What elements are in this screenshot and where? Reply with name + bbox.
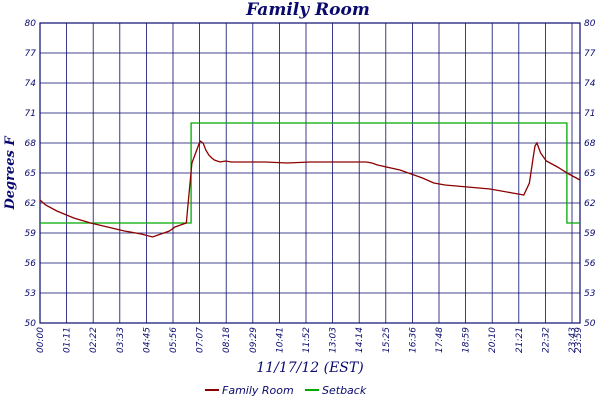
x-tick-label: 18:59 xyxy=(462,327,472,353)
y-tick-label-right: 59 xyxy=(584,229,596,239)
x-tick-label: 01:11 xyxy=(63,327,73,353)
x-tick-label: 15:25 xyxy=(382,327,392,353)
chart-title: Family Room xyxy=(245,0,370,20)
y-tick-label-left: 80 xyxy=(25,19,37,29)
y-tick-label-left: 68 xyxy=(25,139,37,149)
y-tick-label-right: 56 xyxy=(584,259,596,269)
y-tick-label-left: 50 xyxy=(25,319,37,329)
legend: Family Room Setback xyxy=(205,384,367,397)
x-tick-label: 07:07 xyxy=(196,327,206,353)
y-tick-label-left: 53 xyxy=(25,289,37,299)
x-tick-label: 00:00 xyxy=(36,327,46,353)
y-tick-label-right: 80 xyxy=(584,19,596,29)
y-tick-label-right: 50 xyxy=(584,319,596,329)
y-tick-label-left: 65 xyxy=(25,169,37,179)
grid-lines xyxy=(39,22,580,324)
x-tick-label: 22:32 xyxy=(541,327,551,353)
x-tick-label: 03:33 xyxy=(116,327,126,353)
x-tick-label: 17:48 xyxy=(435,327,445,353)
x-tick-label: 23:43 xyxy=(568,327,578,353)
x-tick-label: 14:14 xyxy=(355,327,365,353)
x-tick-label: 08:18 xyxy=(222,327,232,353)
x-tick-labels: 00:00 01:11 02:22 03:33 04:45 05:56 07:07 08:18… xyxy=(36,327,584,353)
x-tick-label: 16:36 xyxy=(408,327,418,353)
y-tick-label-left: 62 xyxy=(25,199,37,209)
x-tick-label: 02:22 xyxy=(89,327,99,353)
y-tick-label-right: 65 xyxy=(584,169,596,179)
series-layer xyxy=(39,122,581,238)
x-axis-label: 11/17/12 (EST) xyxy=(256,360,363,376)
y-tick-label-right: 68 xyxy=(584,139,596,149)
y-tick-label-right: 74 xyxy=(584,79,596,89)
y-tick-label-right: 62 xyxy=(584,199,596,209)
x-tick-label: 10:41 xyxy=(275,327,285,353)
x-tick-label: 20:10 xyxy=(488,327,498,353)
y-tick-label-right: 71 xyxy=(584,109,595,119)
y-tick-label-left: 71 xyxy=(25,109,36,119)
y-tick-label-left: 77 xyxy=(25,49,37,59)
series-line-family-room xyxy=(39,140,581,238)
legend-entry: Family Room xyxy=(222,384,294,397)
legend-entry: Setback xyxy=(322,384,367,397)
y-tick-label-right: 53 xyxy=(584,289,596,299)
y-tick-label-right: 77 xyxy=(584,49,596,59)
x-tick-label: 04:45 xyxy=(142,327,152,353)
x-tick-label: 09:29 xyxy=(249,327,259,353)
x-tick-label: 23:59 xyxy=(574,327,584,353)
y-tick-label-left: 59 xyxy=(25,229,37,239)
series-line-setback xyxy=(40,122,580,224)
y-tick-label-left: 74 xyxy=(25,79,37,89)
x-tick-label: 21:21 xyxy=(515,327,525,353)
y-tick-label-left: 56 xyxy=(25,259,37,269)
y-axis-label: Degrees F xyxy=(3,136,18,211)
y-tick-labels-right: 50 53 56 59 62 65 68 71 74 77 80 xyxy=(584,19,596,329)
x-tick-label: 05:56 xyxy=(169,327,179,353)
x-tick-label: 11:52 xyxy=(302,327,312,353)
x-tick-label: 13:03 xyxy=(329,327,339,353)
y-tick-labels-left: 50 53 56 59 62 65 68 71 74 77 80 xyxy=(25,19,37,329)
